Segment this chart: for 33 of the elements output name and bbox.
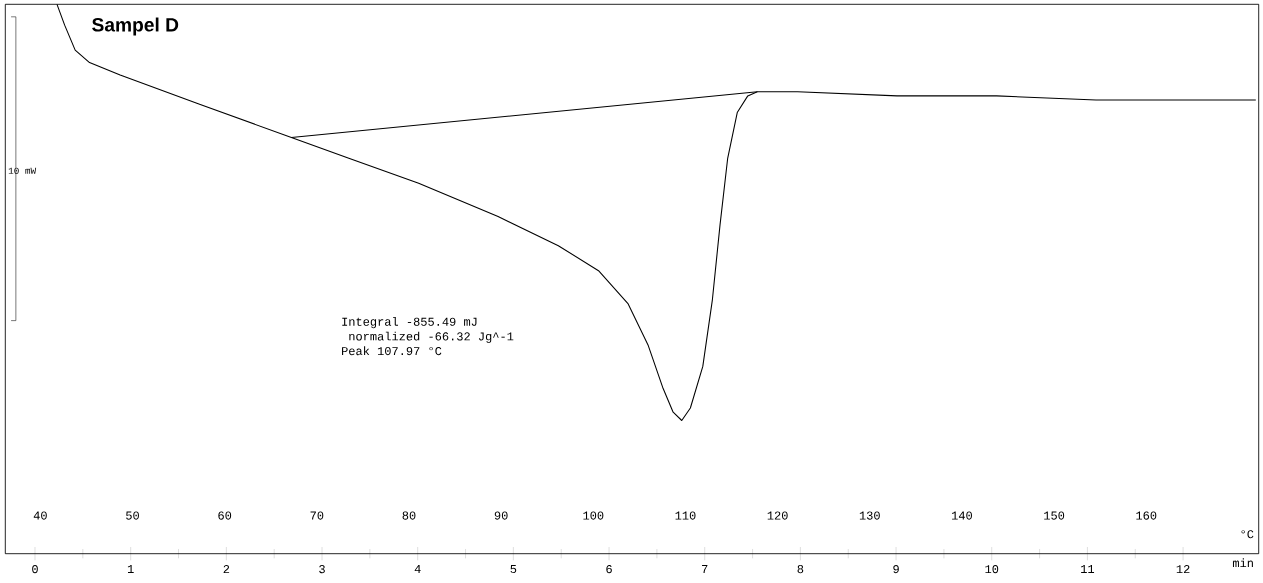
x-tick-label: 7 [702, 565, 708, 573]
x-tick-label: 1 [127, 565, 134, 573]
x2-axis-title: °C [1241, 530, 1254, 539]
x2-tick-label: 120 [767, 511, 788, 520]
x-tick-label: 4 [414, 565, 421, 573]
annotation: normalized -66.32 Jg^-1 [349, 331, 514, 343]
x-axis-title: min [1232, 558, 1253, 568]
x-tick-label: 12 [1176, 565, 1190, 574]
x-tick-label: 6 [606, 565, 612, 574]
annotation: Peak 107.97 °C [342, 346, 442, 356]
x2-tick-label: 40 [33, 511, 47, 520]
x2-tick-label: 140 [951, 511, 972, 520]
x2-tick-label: 110 [675, 511, 696, 520]
annotation: 10 mW [8, 167, 37, 174]
x-tick-label: 3 [319, 565, 325, 574]
x-tick-label: 5 [510, 565, 517, 574]
x2-tick-label: 50 [126, 511, 139, 520]
x2-tick-label: 60 [218, 511, 232, 520]
x2-tick-label: 70 [310, 511, 324, 520]
x-tick-label: 10 [985, 565, 999, 574]
text: Sampel D [92, 17, 179, 36]
x2-tick-label: 150 [1044, 511, 1065, 520]
x-tick-label: 8 [797, 565, 804, 574]
x2-tick-label: 100 [583, 511, 604, 520]
annotation: Integral -855.49 mJ [342, 317, 477, 329]
x-tick-label: 9 [893, 565, 899, 574]
x2-tick-label: 90 [494, 511, 508, 520]
x-tick-label: 2 [223, 565, 230, 574]
x2-tick-label: 160 [1136, 511, 1157, 520]
x-tick-label: 0 [32, 565, 38, 574]
x2-tick-label: 80 [402, 511, 416, 520]
x2-tick-label: 130 [859, 511, 880, 520]
x-tick-label: 11 [1081, 565, 1095, 573]
